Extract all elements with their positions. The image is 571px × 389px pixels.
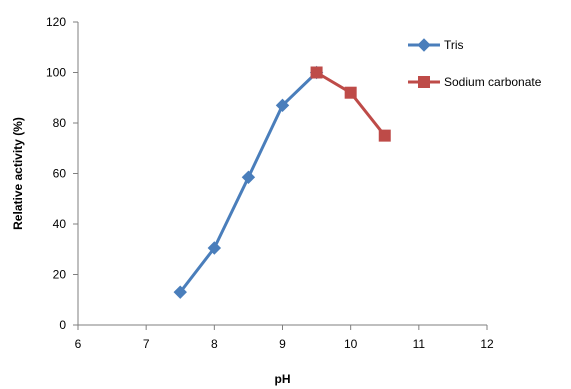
x-tick-label: 10: [344, 337, 358, 351]
legend-item: Tris: [408, 38, 464, 52]
series-line: [315, 71, 386, 137]
legend-label: Sodium carbonate: [444, 75, 542, 89]
y-tick-label: 60: [53, 167, 67, 181]
data-point: [207, 241, 222, 255]
data-point: [344, 86, 357, 99]
x-tick-label: 6: [75, 337, 82, 351]
data-point: [241, 170, 256, 184]
y-tick-label: 40: [53, 217, 67, 231]
y-axis-title: Relative activity (%): [11, 117, 25, 230]
series-0: [173, 65, 324, 299]
x-axis-title: pH: [275, 372, 291, 386]
x-tick-label: 11: [413, 337, 426, 351]
x-tick-label: 12: [480, 337, 494, 351]
x-ticks: 6 7 8 9 10 11 12: [75, 325, 494, 351]
axes: [77, 22, 487, 326]
legend-label: Tris: [444, 38, 464, 52]
x-tick-label: 9: [279, 337, 286, 351]
legend-item: Sodium carbonate: [408, 75, 542, 89]
y-tick-label: 80: [53, 116, 67, 130]
legend-marker: [417, 38, 431, 52]
series-1: [310, 66, 391, 142]
y-tick-label: 120: [46, 15, 66, 29]
y-tick-label: 0: [59, 318, 66, 332]
data-point: [378, 129, 391, 142]
x-tick-label: 7: [143, 337, 150, 351]
x-tick-label: 8: [211, 337, 218, 351]
data-point: [173, 285, 187, 299]
y-ticks: 0 20 40 60 80 100 120: [46, 15, 78, 332]
data-point: [310, 66, 323, 79]
legend: Tris Sodium carbonate: [408, 38, 542, 89]
series-layer: [173, 65, 391, 299]
legend-marker: [418, 76, 430, 88]
y-tick-label: 100: [46, 66, 66, 80]
y-tick-label: 20: [53, 268, 67, 282]
data-point: [275, 98, 290, 113]
